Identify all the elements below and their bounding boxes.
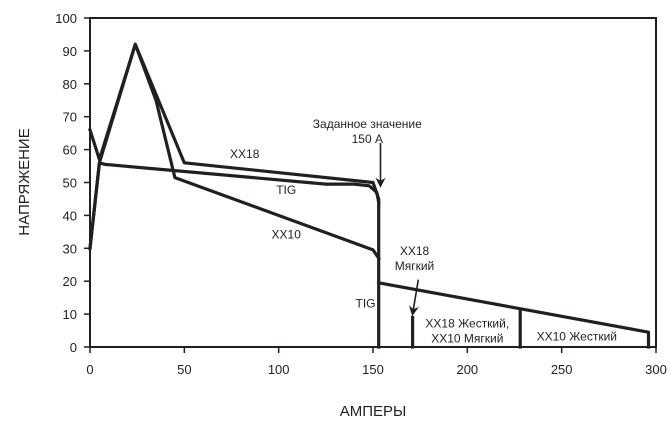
y-tick-label: 80	[63, 77, 77, 92]
x-tick-label: 250	[551, 362, 573, 377]
x-tick-label: 300	[645, 362, 667, 377]
annotation-line: XX18	[400, 244, 430, 258]
y-tick-label: 100	[55, 11, 77, 26]
annotation-line: Мягкий	[395, 259, 435, 273]
y-tick-label: 70	[63, 110, 77, 125]
annotation-line: 150 A	[352, 132, 383, 146]
y-tick-label: 30	[63, 241, 77, 256]
series-layer	[87, 42, 651, 349]
annotation-xx18-soft: XX18 Мягкий	[395, 244, 435, 273]
x-tick-label: 0	[86, 362, 93, 377]
annotation-line: XX10 Мягкий	[431, 331, 503, 345]
annotation-line: Заданное значение	[313, 117, 422, 131]
annotation-xx10-hard: XX10 Жесткий	[537, 329, 617, 343]
series-line-hot-start	[376, 280, 651, 349]
y-tick-label: 60	[63, 143, 77, 158]
annotation-line: XX18 Жесткий,	[425, 316, 509, 330]
annotation-tig-upper: TIG	[276, 183, 296, 197]
y-tick-label: 0	[70, 340, 77, 355]
series-line-xx10	[88, 42, 381, 261]
annotation-xx18-hard: XX18 Жесткий, XX10 Мягкий	[425, 316, 509, 345]
annotation-setpoint: Заданное значение 150 A	[313, 117, 422, 146]
soft-arrow	[408, 279, 420, 317]
x-tick-label: 150	[362, 362, 384, 377]
tick-layer: 0 50 100 150 200 250 300 0 10 20 30 40 50 60 70 80 90 100	[55, 11, 667, 377]
annotation-xx10: XX10	[272, 227, 302, 241]
annotation-xx18: XX18	[230, 147, 260, 161]
x-tick-label: 200	[456, 362, 478, 377]
y-tick-label: 50	[63, 176, 77, 191]
y-tick-label: 90	[63, 44, 77, 59]
x-tick-label: 50	[177, 362, 191, 377]
x-axis-label: АМПЕРЫ	[340, 403, 407, 420]
series-line-xx18	[87, 42, 381, 349]
y-tick-label: 40	[63, 208, 77, 223]
y-axis-label: НАПРЯЖЕНИЕ	[16, 128, 33, 235]
x-tick-label: 100	[268, 362, 290, 377]
y-tick-label: 20	[63, 274, 77, 289]
y-tick-label: 10	[63, 307, 77, 322]
annotation-tig-lower: TIG	[356, 297, 376, 311]
